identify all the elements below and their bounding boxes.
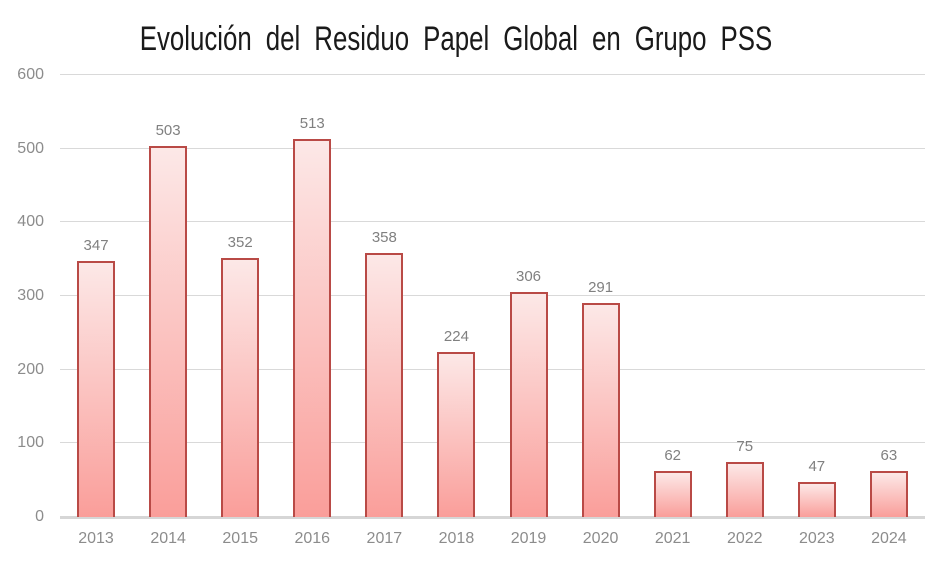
bar-value-label: 306 xyxy=(515,267,542,285)
gridline xyxy=(60,147,925,149)
x-axis: 2013 2014 2015 2016 2017 2018 2019 2020 2021 2022… xyxy=(60,529,925,548)
bar-2016 xyxy=(293,139,332,517)
bar-value-label: 47 xyxy=(808,458,826,476)
plot-area: 347 503 352 513 358 224 306 291 62 75 47 63 xyxy=(60,74,925,519)
bar-slot-2021: 62 xyxy=(637,75,709,517)
bar-value-label: 224 xyxy=(443,328,469,345)
bar-slot-2014: 503 xyxy=(132,75,204,517)
bar-2018 xyxy=(437,352,476,517)
bar-slot-2015: 352 xyxy=(204,75,276,517)
y-tick-label: 200 xyxy=(17,360,44,378)
bar-2015 xyxy=(221,257,260,517)
bar-2024 xyxy=(869,470,908,517)
x-tick-label-2014: 2014 xyxy=(150,530,186,547)
gridline xyxy=(60,368,925,370)
bar-2013 xyxy=(77,261,116,517)
bar-2019 xyxy=(509,291,548,517)
x-tick-label-2015: 2015 xyxy=(222,530,258,547)
bar-value-label: 62 xyxy=(664,447,681,465)
y-tick-label: 400 xyxy=(17,213,44,231)
y-axis: 0 100 200 300 400 500 600 xyxy=(0,67,44,525)
bar-2014 xyxy=(149,146,188,517)
gridline xyxy=(60,74,925,75)
bar-2021 xyxy=(653,471,692,517)
x-tick-label-2016: 2016 xyxy=(294,530,331,547)
y-tick-label: 300 xyxy=(17,287,44,304)
bar-value-label: 513 xyxy=(299,115,325,133)
bar-2022 xyxy=(725,461,764,517)
y-tick-label: 600 xyxy=(17,66,44,83)
x-tick-label-2023: 2023 xyxy=(799,530,835,547)
bar-value-label: 291 xyxy=(588,278,614,296)
bar-slot-2022: 75 xyxy=(709,75,781,517)
bar-slot-2016: 513 xyxy=(276,75,348,517)
x-tick-label-2024: 2024 xyxy=(871,530,907,547)
bar-value-label: 352 xyxy=(227,233,253,251)
x-tick-label-2022: 2022 xyxy=(726,530,763,547)
gridline xyxy=(60,295,925,296)
x-tick-label-2017: 2017 xyxy=(366,530,403,547)
bar-value-label: 63 xyxy=(880,446,898,464)
y-tick-label: 500 xyxy=(17,139,44,157)
y-tick-label: 0 xyxy=(35,508,44,525)
bar-slot-2018: 224 xyxy=(420,75,492,517)
x-tick-label-2019: 2019 xyxy=(510,530,547,547)
bar-slot-2023: 47 xyxy=(781,75,853,517)
x-tick-label-2021: 2021 xyxy=(654,530,691,547)
gridline xyxy=(60,442,925,444)
bar-slot-2019: 306 xyxy=(492,75,564,517)
bar-value-label: 75 xyxy=(736,437,754,455)
bar-value-label: 358 xyxy=(371,229,397,247)
bar-2017 xyxy=(365,253,404,517)
bar-2020 xyxy=(581,302,620,517)
chart-title: Evolución del Residuo Papel Global en Gr… xyxy=(139,20,773,58)
bar-slot-2020: 291 xyxy=(565,75,637,517)
gridline xyxy=(60,221,925,223)
bar-slot-2024: 63 xyxy=(853,75,925,517)
x-tick-label-2013: 2013 xyxy=(78,530,114,547)
x-tick-label-2018: 2018 xyxy=(438,530,475,547)
x-tick-label-2020: 2020 xyxy=(582,530,619,547)
bar-value-label: 503 xyxy=(155,122,181,140)
bar-slot-2017: 358 xyxy=(348,75,420,517)
y-tick-label: 100 xyxy=(17,434,44,452)
bar-slot-2013: 347 xyxy=(60,75,132,517)
bar-2023 xyxy=(797,482,836,517)
bars-layer: 347 503 352 513 358 224 306 291 62 75 47 63 xyxy=(60,75,925,517)
bar-value-label: 347 xyxy=(83,237,109,255)
baseline-gridline xyxy=(60,516,925,519)
